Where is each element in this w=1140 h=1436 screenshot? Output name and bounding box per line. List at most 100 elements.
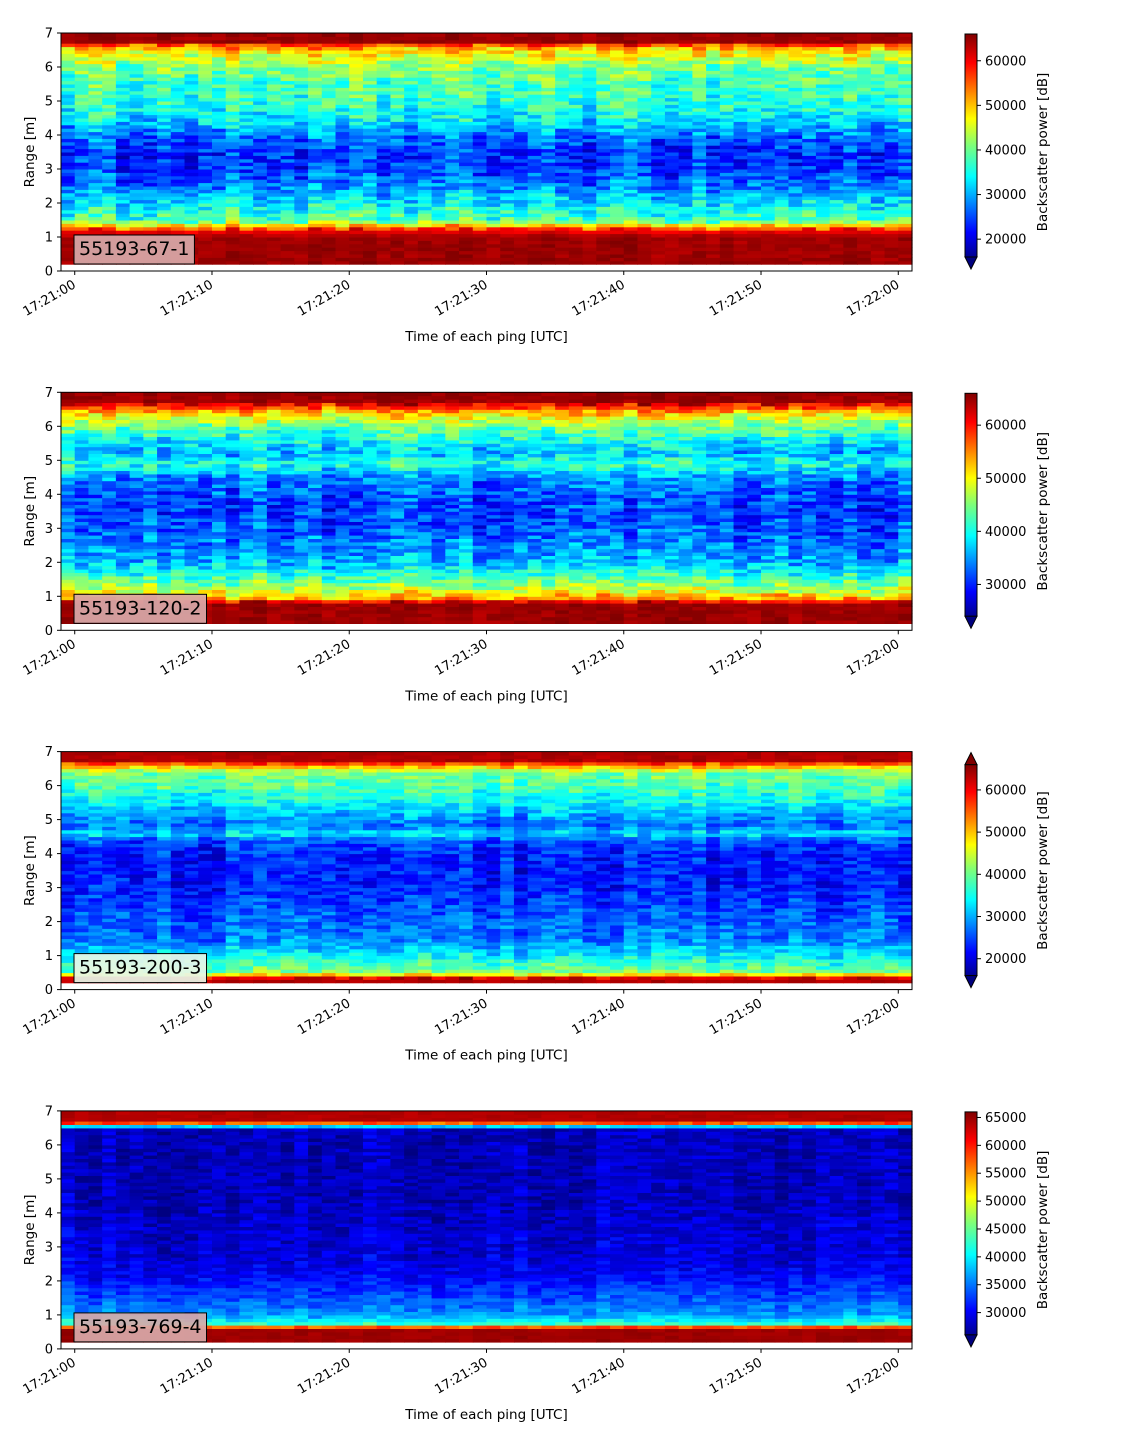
heatmap-cell <box>212 159 226 163</box>
heatmap-cell <box>898 244 912 248</box>
heatmap-cell <box>75 217 89 221</box>
heatmap-cell <box>706 87 720 91</box>
heatmap-cell <box>885 234 899 238</box>
heatmap-cell <box>130 542 144 546</box>
heatmap-cell <box>665 70 679 74</box>
heatmap-cell <box>445 94 459 98</box>
heatmap-cell <box>143 535 157 539</box>
heatmap-cell <box>788 213 802 217</box>
heatmap-cell <box>88 511 102 515</box>
heatmap-cell <box>459 118 473 122</box>
heatmap-cell <box>130 166 144 170</box>
heatmap-cell <box>775 33 789 37</box>
heatmap-cell <box>171 128 185 132</box>
heatmap-cell <box>610 189 624 193</box>
heatmap-cell <box>198 169 212 173</box>
heatmap-cell <box>267 60 281 64</box>
heatmap-cell <box>514 132 528 136</box>
heatmap-cell <box>267 115 281 119</box>
heatmap-cell <box>665 132 679 136</box>
heatmap-cell <box>432 196 446 200</box>
heatmap-cell <box>487 132 501 136</box>
heatmap-cell <box>665 152 679 156</box>
heatmap-cell <box>336 213 350 217</box>
heatmap-cell <box>102 457 116 461</box>
heatmap-cell <box>157 166 171 170</box>
heatmap-cell <box>624 115 638 119</box>
heatmap-cell <box>432 64 446 68</box>
heatmap-cell <box>871 64 885 68</box>
heatmap-cell <box>692 230 706 234</box>
heatmap-cell <box>322 186 336 190</box>
heatmap-cell <box>665 60 679 64</box>
heatmap-cell <box>692 91 706 95</box>
heatmap-cell <box>802 138 816 142</box>
heatmap-cell <box>734 53 748 57</box>
heatmap-cell <box>102 498 116 502</box>
heatmap-cell <box>541 128 555 132</box>
heatmap-cell <box>706 210 720 214</box>
heatmap-cell <box>610 108 624 112</box>
heatmap-cell <box>692 193 706 197</box>
heatmap-cell <box>583 33 597 37</box>
heatmap-cell <box>555 36 569 40</box>
heatmap-cell <box>637 162 651 166</box>
heatmap-cell <box>692 87 706 91</box>
heatmap-cell <box>514 234 528 238</box>
heatmap-cell <box>830 196 844 200</box>
heatmap-cell <box>816 237 830 241</box>
heatmap-cell <box>102 64 116 68</box>
heatmap-cell <box>116 477 130 481</box>
heatmap-cell <box>569 155 583 159</box>
heatmap-cell <box>871 50 885 54</box>
heatmap-cell <box>610 118 624 122</box>
heatmap-cell <box>239 132 253 136</box>
heatmap-cell <box>102 559 116 563</box>
heatmap-cell <box>61 132 75 136</box>
heatmap-cell <box>583 189 597 193</box>
heatmap-cell <box>239 70 253 74</box>
heatmap-cell <box>61 525 75 529</box>
heatmap-cell <box>637 128 651 132</box>
heatmap-cell <box>198 152 212 156</box>
heatmap-cell <box>706 104 720 108</box>
heatmap-cell <box>610 179 624 183</box>
heatmap-cell <box>116 155 130 159</box>
heatmap-cell <box>102 590 116 594</box>
heatmap-cell <box>75 179 89 183</box>
heatmap-cell <box>445 257 459 261</box>
heatmap-cell <box>390 98 404 102</box>
heatmap-cell <box>185 392 199 396</box>
heatmap-cell <box>226 210 240 214</box>
heatmap-cell <box>418 257 432 261</box>
heatmap-cell <box>143 437 157 441</box>
heatmap-cell <box>88 416 102 420</box>
heatmap-cell <box>775 125 789 129</box>
heatmap-cell <box>116 409 130 413</box>
heatmap-cell <box>761 84 775 88</box>
heatmap-cell <box>720 183 734 187</box>
heatmap-cell <box>500 121 514 125</box>
heatmap-cell <box>75 152 89 156</box>
heatmap-cell <box>610 244 624 248</box>
heatmap-cell <box>171 477 185 481</box>
heatmap-cell <box>747 94 761 98</box>
heatmap-cell <box>143 552 157 556</box>
heatmap-cell <box>651 111 665 115</box>
heatmap-cell <box>541 101 555 105</box>
heatmap-cell <box>624 87 638 91</box>
heatmap-cell <box>679 206 693 210</box>
heatmap-cell <box>679 162 693 166</box>
heatmap-cell <box>377 87 391 91</box>
heatmap-cell <box>404 159 418 163</box>
heatmap-cell <box>843 135 857 139</box>
heatmap-cell <box>116 132 130 136</box>
heatmap-cell <box>720 132 734 136</box>
heatmap-cell <box>445 84 459 88</box>
heatmap-cell <box>624 172 638 176</box>
heatmap-cell <box>281 193 295 197</box>
heatmap-cell <box>143 464 157 468</box>
heatmap-cell <box>487 33 501 37</box>
heatmap-cell <box>130 484 144 488</box>
heatmap-cell <box>692 240 706 244</box>
